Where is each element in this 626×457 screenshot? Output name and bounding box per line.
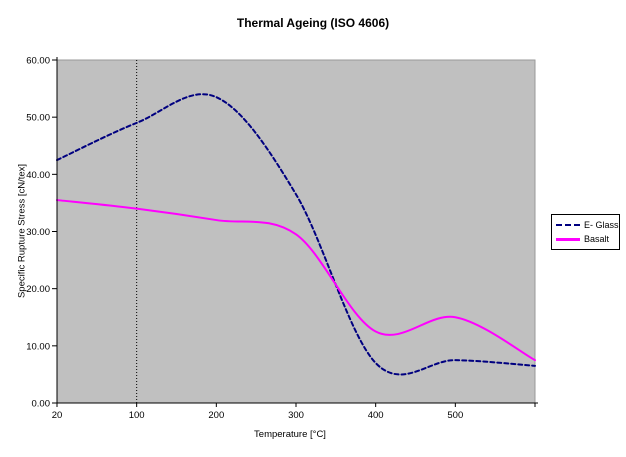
series-line-e-glass [56,93,536,376]
x-tick-label: 20 [52,410,63,421]
chart-title: Thermal Ageing (ISO 4606) [236,16,390,30]
y-tick-label: 30.00 [26,227,50,238]
y-tick-label: 50.00 [26,113,50,124]
x-axis-title: Temperature [°C] [254,429,326,440]
y-tick-labels: 0.00 10.00 20.00 30.00 40.00 50.00 60.00 [26,56,50,410]
y-tick-label: 40.00 [26,170,50,181]
x-tick-labels: 20 100 200 300 400 500 [52,410,464,421]
x-tick-label: 400 [368,410,384,421]
legend-label-basalt: Basalt [584,234,610,244]
axes [52,57,538,407]
y-tick-label: 10.00 [26,341,50,352]
legend-label-e-glass: E- Glass [584,220,619,230]
x-tick-label: 500 [447,410,463,421]
legend-item-e-glass: E- Glass [556,218,619,232]
y-tick-label: 20.00 [26,284,50,295]
x-tick-label: 200 [208,410,224,421]
x-tick-label: 100 [129,410,145,421]
series-line-basalt [56,199,536,362]
y-tick-label: 60.00 [26,56,50,67]
y-tick-label: 0.00 [32,399,51,410]
legend-item-basalt: Basalt [556,232,619,246]
basalt-solid-line-sample [556,237,580,241]
e-glass-dashed-line-sample [556,224,580,226]
plot-area [56,59,536,404]
legend: E- Glass Basalt [551,214,620,250]
series-lines [56,93,536,376]
x-tick-label: 300 [288,410,304,421]
